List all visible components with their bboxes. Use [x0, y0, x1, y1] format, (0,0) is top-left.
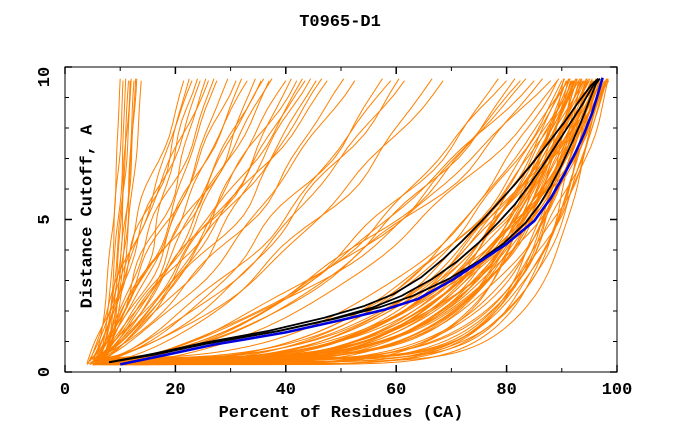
reference-curve — [109, 78, 600, 364]
prediction-curve — [103, 80, 601, 363]
prediction-curve — [92, 78, 229, 363]
x-tick-label: 40 — [276, 381, 296, 400]
x-tick-label: 60 — [386, 381, 406, 400]
prediction-curve — [92, 80, 392, 366]
x-tick-label: 80 — [496, 381, 516, 400]
x-tick-label: 20 — [165, 381, 185, 400]
prediction-curve — [113, 78, 570, 359]
x-axis-title: Percent of Residues (CA) — [218, 404, 464, 423]
prediction-curve — [102, 80, 580, 364]
prediction-curve — [95, 80, 270, 364]
prediction-curve — [86, 80, 209, 364]
y-tick-label: 5 — [36, 214, 55, 224]
prediction-curve — [131, 78, 604, 363]
prediction-curve — [92, 80, 201, 359]
prediction-curve — [95, 78, 323, 362]
prediction-curve — [98, 80, 444, 360]
prediction-curve — [98, 78, 400, 360]
y-axis-title: Distance Cutoff, A — [78, 124, 98, 309]
prediction-curve — [89, 78, 265, 362]
prediction-curve — [100, 78, 543, 360]
prediction-curve — [92, 78, 345, 359]
x-tick-label: 100 — [602, 381, 633, 400]
prediction-curve — [115, 80, 594, 364]
reference-curve — [109, 77, 599, 364]
prediction-curve — [98, 78, 588, 363]
y-tick-label: 10 — [36, 67, 55, 87]
prediction-curve — [89, 80, 193, 362]
prediction-curve — [95, 78, 383, 363]
x-tick-label: 0 — [60, 381, 70, 400]
prediction-curve — [94, 80, 248, 362]
prediction-curve — [124, 80, 558, 361]
prediction-curve — [108, 78, 564, 365]
prediction-curve — [130, 78, 591, 362]
prediction-curve — [98, 80, 356, 361]
y-tick-label: 0 — [36, 367, 55, 377]
plot-title: T0965-D1 — [299, 13, 381, 32]
highlighted-model-curve — [119, 77, 604, 366]
prediction-curve — [120, 78, 599, 360]
prediction-curve — [125, 80, 574, 360]
